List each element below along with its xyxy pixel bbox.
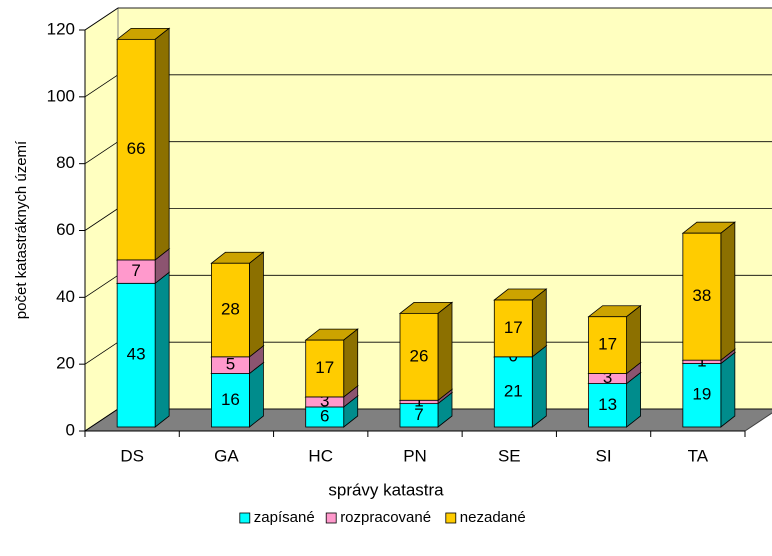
bar-side bbox=[531, 288, 547, 358]
bar-side bbox=[437, 301, 453, 402]
x-tick-label: SI bbox=[596, 446, 612, 465]
y-tick-label: 20 bbox=[56, 354, 75, 373]
x-tick-label: PN bbox=[403, 446, 427, 465]
data-label: 26 bbox=[410, 346, 429, 365]
data-label: 17 bbox=[598, 335, 617, 354]
bar-side bbox=[531, 345, 547, 428]
bar bbox=[211, 373, 250, 428]
bar bbox=[493, 356, 533, 428]
data-label: 5 bbox=[226, 355, 235, 374]
y-axis-label: počet katastráknych území bbox=[13, 140, 30, 319]
bar-side bbox=[154, 27, 170, 261]
data-label: 6 bbox=[320, 406, 329, 425]
bar-side bbox=[154, 271, 170, 428]
data-label: 3 bbox=[603, 368, 612, 387]
data-label: 17 bbox=[315, 358, 334, 377]
grid-line-side bbox=[84, 208, 119, 231]
bar bbox=[682, 363, 722, 428]
data-label: 38 bbox=[692, 286, 711, 305]
data-label: 1 bbox=[697, 351, 706, 370]
grid-line-side bbox=[84, 408, 119, 432]
bar-side bbox=[343, 328, 359, 398]
grid-line-side bbox=[84, 141, 119, 164]
y-tick-label: 40 bbox=[56, 287, 75, 306]
bar bbox=[588, 316, 627, 374]
grid-line-side bbox=[84, 74, 119, 98]
legend-label: nezadané bbox=[460, 509, 526, 526]
data-label: 28 bbox=[221, 300, 240, 319]
legend-label: rozpracované bbox=[340, 509, 431, 526]
bar bbox=[211, 262, 250, 358]
bar-side bbox=[249, 251, 264, 358]
x-tick-label: GA bbox=[214, 446, 239, 465]
y-tick-label: 80 bbox=[56, 153, 75, 172]
bar-side bbox=[720, 221, 736, 361]
y-tick-label: 120 bbox=[47, 19, 75, 38]
bar-side bbox=[720, 351, 736, 428]
x-tick-label: SE bbox=[498, 446, 521, 465]
legend-swatch bbox=[239, 512, 251, 524]
y-tick-label: 60 bbox=[56, 220, 75, 239]
data-label: 66 bbox=[127, 139, 146, 158]
grid-line-side bbox=[84, 275, 119, 298]
data-label: 17 bbox=[504, 318, 523, 337]
x-tick-label: HC bbox=[308, 446, 333, 465]
bar bbox=[116, 38, 156, 261]
grid-line-side bbox=[84, 7, 119, 31]
bar-side bbox=[626, 304, 641, 375]
bar bbox=[305, 339, 345, 398]
data-label: 43 bbox=[127, 345, 146, 364]
y-tick-label: 100 bbox=[47, 86, 75, 105]
y-tick-label: 0 bbox=[66, 420, 75, 439]
x-tick-label: TA bbox=[688, 446, 709, 465]
bar bbox=[493, 299, 533, 358]
bar bbox=[682, 232, 722, 361]
x-axis-label: správy katastra bbox=[328, 480, 444, 499]
data-label: 7 bbox=[414, 405, 423, 424]
data-label: 16 bbox=[221, 390, 240, 409]
data-label: 21 bbox=[504, 381, 523, 400]
legend-swatch bbox=[325, 512, 337, 524]
x-tick-label: DS bbox=[120, 446, 144, 465]
data-label: 13 bbox=[598, 395, 617, 414]
bar bbox=[399, 312, 439, 401]
legend-swatch bbox=[445, 512, 457, 524]
data-label: 1 bbox=[414, 391, 423, 410]
data-label: 3 bbox=[320, 391, 329, 410]
legend-label: zapísané bbox=[254, 509, 315, 526]
grid-line-side bbox=[84, 341, 119, 365]
data-label: 7 bbox=[131, 261, 140, 280]
data-label: 19 bbox=[692, 385, 711, 404]
